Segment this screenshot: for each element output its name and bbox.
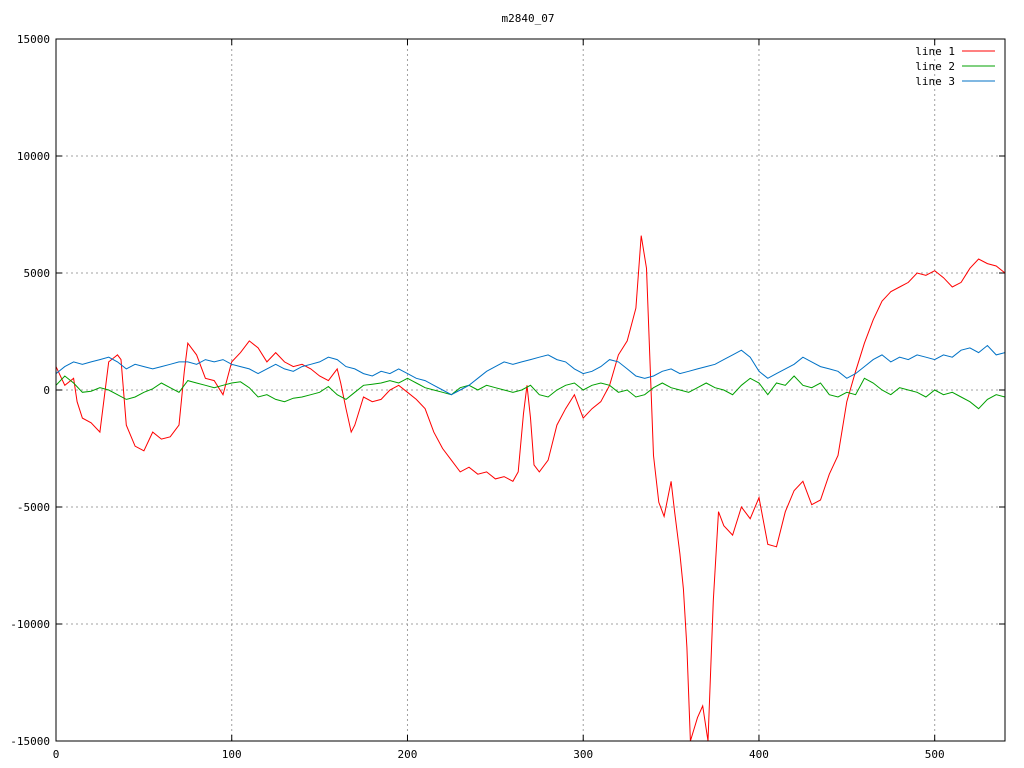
series-line-3 bbox=[56, 344, 1005, 396]
x-tick-label: 0 bbox=[53, 748, 60, 761]
y-tick-label: 10000 bbox=[17, 150, 50, 163]
x-tick-label: 500 bbox=[925, 748, 945, 761]
y-tick-label: -10000 bbox=[10, 618, 50, 631]
y-tick-label: -5000 bbox=[17, 501, 50, 514]
legend-label-1: line 1 bbox=[915, 45, 955, 58]
series-line-1 bbox=[56, 235, 1005, 741]
legend-label-2: line 2 bbox=[915, 60, 955, 73]
x-tick-label: 100 bbox=[222, 748, 242, 761]
y-tick-label: 15000 bbox=[17, 33, 50, 46]
y-tick-label: 5000 bbox=[24, 267, 51, 280]
legend: line 1 line 2 line 3 bbox=[915, 45, 995, 88]
legend-label-3: line 3 bbox=[915, 75, 955, 88]
chart-title: m2840_07 bbox=[502, 12, 555, 25]
x-tick-label: 200 bbox=[398, 748, 418, 761]
x-tick-label: 300 bbox=[573, 748, 593, 761]
y-tick-label: -15000 bbox=[10, 735, 50, 748]
x-tick-label: 400 bbox=[749, 748, 769, 761]
series-group bbox=[56, 235, 1005, 741]
axis-ticks: 0 100 200 300 400 500 -15000 -10000 -5000 0 5000 10… bbox=[10, 33, 1005, 761]
plot-border bbox=[55, 38, 1006, 742]
y-tick-label: 0 bbox=[43, 384, 50, 397]
series-line-2 bbox=[56, 375, 1005, 410]
